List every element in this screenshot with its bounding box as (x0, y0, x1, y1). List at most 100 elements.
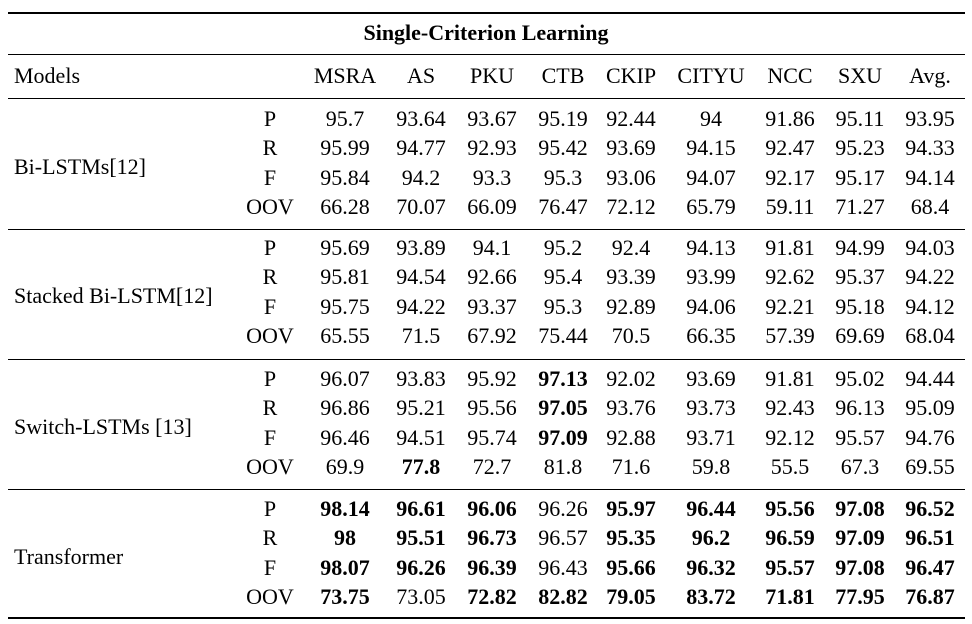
table-cell: 95.57 (765, 554, 815, 580)
table-cell: 97.08 (835, 496, 885, 521)
table-cell: 95.97 (606, 496, 656, 521)
table-cell: 94 (700, 106, 722, 131)
top-rule (8, 12, 965, 14)
table-cell: 92.88 (606, 424, 656, 450)
metric-label: OOV (246, 583, 294, 609)
table-cell: 96.32 (686, 554, 736, 580)
table-cell: 98.14 (320, 496, 370, 521)
table-cell: 93.3 (472, 164, 512, 190)
table-cell: 94.03 (905, 235, 955, 260)
table-cell: 92.93 (467, 135, 517, 161)
table-cell: 95.57 (835, 424, 885, 450)
table-cell: 95.69 (320, 235, 370, 260)
table-cell: 92.89 (606, 293, 656, 319)
table-cell: 66.28 (320, 193, 370, 219)
table-cell: 93.06 (606, 164, 656, 190)
table-cell: 96.13 (835, 395, 885, 421)
table-cell: 94.15 (686, 135, 736, 161)
table-cell: 96.51 (905, 525, 955, 551)
column-header: AS (406, 63, 436, 88)
table-cell: 82.82 (538, 583, 588, 609)
column-header: CITYU (677, 63, 745, 88)
table-cell: 77.8 (401, 453, 441, 479)
table-cell: 97.13 (538, 366, 588, 391)
header-rule (8, 98, 965, 99)
table-cell: 92.02 (606, 366, 656, 391)
metric-label: F (263, 554, 277, 580)
table-cell: 94.14 (905, 164, 955, 190)
table-cell: 96.39 (467, 554, 517, 580)
table-cell: 91.81 (765, 366, 815, 391)
table-cell: 95.23 (835, 135, 885, 161)
model-name: Stacked Bi-LSTM[12] (14, 282, 213, 308)
table-cell: 95.81 (320, 264, 370, 290)
column-header: SXU (837, 63, 882, 88)
table-cell: 73.75 (320, 583, 370, 609)
table-cell: 91.86 (765, 106, 815, 131)
model-name: Transformer (14, 543, 124, 569)
table-cell: 72.12 (606, 193, 656, 219)
table-cell: 93.89 (396, 235, 446, 260)
table-cell: 93.37 (467, 293, 517, 319)
table-cell: 94.06 (686, 293, 736, 319)
table-cell: 96.26 (396, 554, 446, 580)
table-cell: 95.56 (467, 395, 517, 421)
table-cell: 57.39 (765, 322, 815, 348)
table-cell: 95.37 (835, 264, 885, 290)
table-cell: 94.76 (905, 424, 955, 450)
table-cell: 71.5 (401, 322, 441, 348)
table-cell: 96.57 (538, 525, 588, 551)
table-cell: 95.3 (543, 164, 583, 190)
table-cell: 96.52 (905, 496, 955, 521)
table-cell: 69.9 (325, 453, 365, 479)
table-cell: 81.8 (543, 453, 583, 479)
table-cell: 95.35 (606, 525, 656, 551)
table-cell: 95.51 (396, 525, 446, 551)
column-header: CKIP (605, 63, 657, 88)
table-cell: 93.67 (467, 106, 517, 131)
table-cell: 67.3 (840, 453, 880, 479)
table-cell: 96.43 (538, 554, 588, 580)
group-rule (8, 359, 965, 360)
metric-label: R (262, 525, 278, 551)
table-cell: 92.21 (765, 293, 815, 319)
table-cell: 71.6 (611, 453, 651, 479)
metric-label: OOV (246, 322, 294, 348)
group-rule (8, 489, 965, 490)
table-cell: 95.42 (538, 135, 588, 161)
table-cell: 95.56 (765, 496, 815, 521)
title-rule (8, 54, 965, 55)
table-cell: 68.4 (910, 193, 950, 219)
table-cell: 95.19 (538, 106, 588, 131)
column-header: NCC (767, 63, 813, 88)
column-header: PKU (469, 63, 514, 88)
metric-label: P (263, 366, 277, 391)
table-cell: 92.44 (606, 106, 656, 131)
table-cell: 97.08 (835, 554, 885, 580)
table-cell: 95.21 (396, 395, 446, 421)
metric-label: R (262, 264, 278, 290)
table-cell: 95.4 (543, 264, 583, 290)
table-cell: 94.13 (686, 235, 736, 260)
table-cell: 94.12 (905, 293, 955, 319)
metric-label: F (263, 164, 277, 190)
table-cell: 95.92 (467, 366, 517, 391)
table-cell: 92.43 (765, 395, 815, 421)
table-cell: 73.05 (396, 583, 446, 609)
metric-label: P (263, 106, 277, 131)
table-cell: 66.35 (686, 322, 736, 348)
table-cell: 93.95 (905, 106, 955, 131)
table-cell: 92.47 (765, 135, 815, 161)
table-cell: 77.95 (835, 583, 885, 609)
table-cell: 93.64 (396, 106, 446, 131)
table-cell: 96.26 (538, 496, 588, 521)
table-cell: 96.86 (320, 395, 370, 421)
table-cell: 97.05 (538, 395, 588, 421)
models-header: Models (14, 63, 80, 88)
table-cell: 79.05 (606, 583, 656, 609)
table-cell: 98.07 (320, 554, 370, 580)
table-cell: 70.5 (611, 322, 651, 348)
table-cell: 94.99 (835, 235, 885, 260)
table-cell: 72.82 (467, 583, 517, 609)
table-cell: 96.47 (905, 554, 955, 580)
